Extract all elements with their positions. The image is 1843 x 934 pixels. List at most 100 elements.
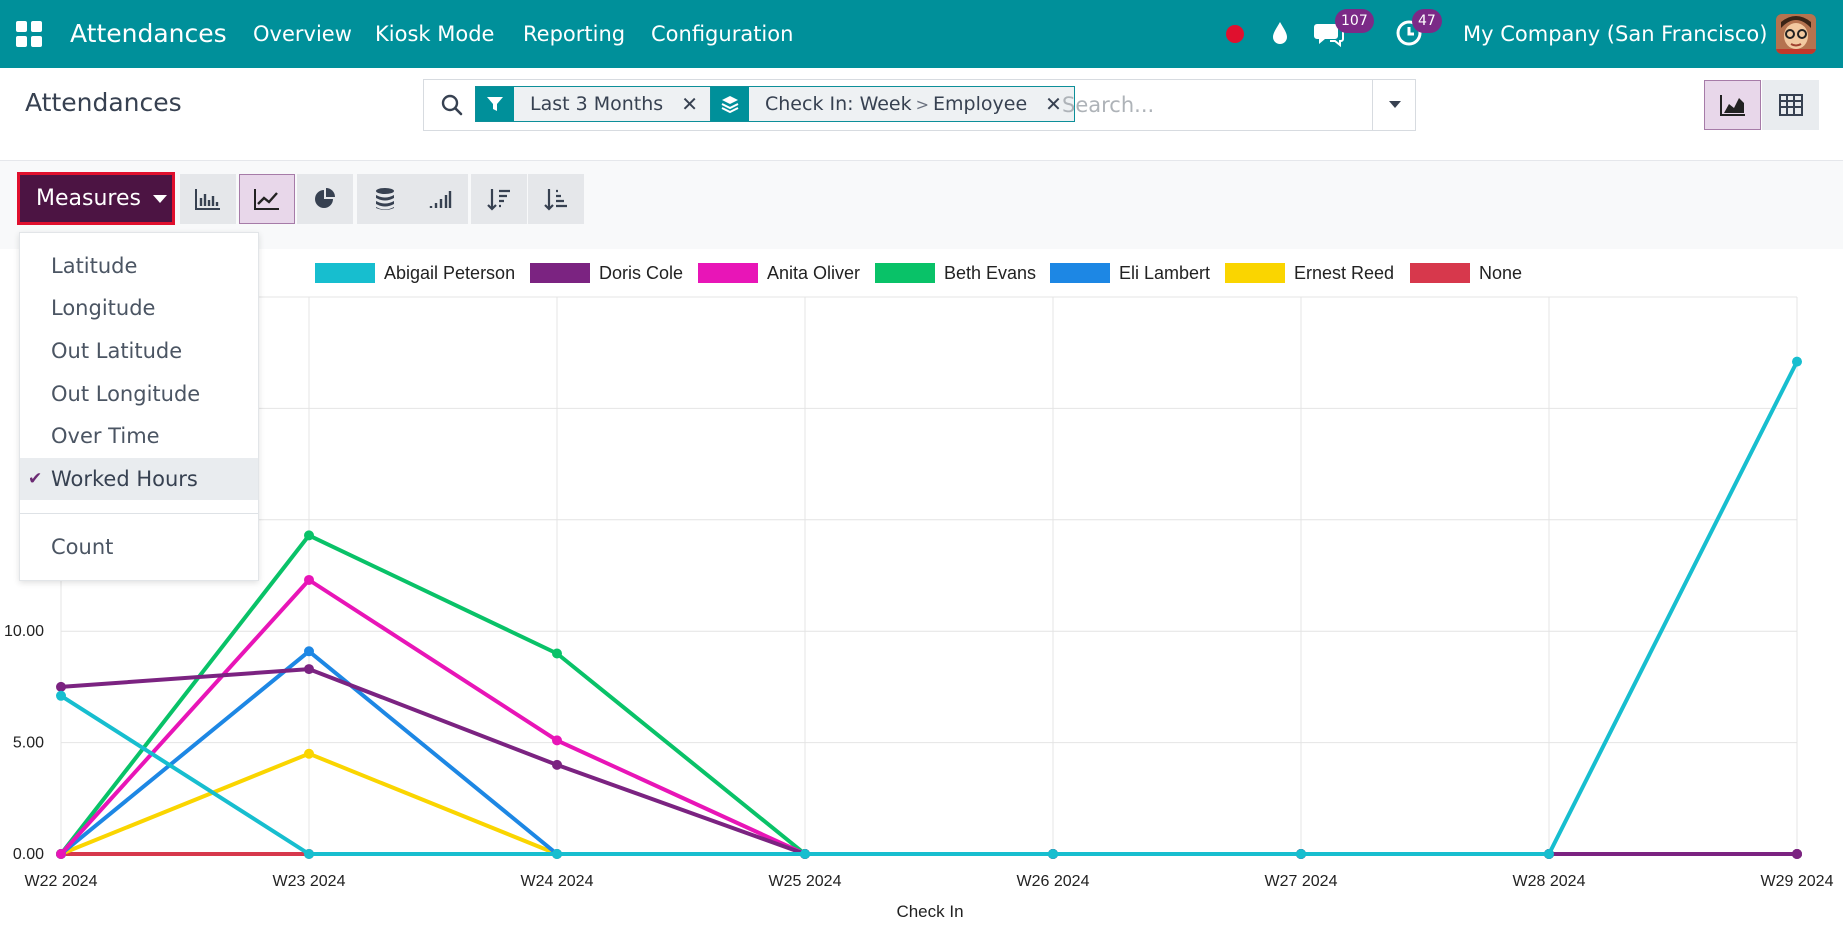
data-point	[304, 849, 314, 859]
activity-clock-icon[interactable]	[1394, 18, 1424, 52]
bar-chart-button[interactable]	[180, 174, 236, 224]
bar-chart-icon	[195, 189, 220, 210]
x-tick-label: W24 2024	[521, 873, 594, 890]
line-chart-icon	[254, 189, 279, 210]
groupby-second: Employee	[933, 93, 1028, 115]
page-title: Attendances	[25, 88, 182, 117]
dropdown-divider	[20, 513, 258, 514]
data-point	[1048, 849, 1058, 859]
measure-worked-hours-label: Worked Hours	[51, 467, 198, 491]
data-point	[800, 849, 810, 859]
chat-badge: 107	[1335, 9, 1374, 33]
measures-label: Measures	[36, 186, 141, 211]
caret-down-icon	[152, 194, 167, 203]
series-line	[59, 533, 1797, 856]
search-icon[interactable]	[440, 93, 464, 121]
x-tick-label: W26 2024	[1017, 873, 1090, 890]
top-navbar: Attendances Overview Kiosk Mode Reportin…	[0, 0, 1843, 68]
measure-out-longitude[interactable]: Out Longitude	[51, 382, 201, 406]
data-point	[304, 748, 314, 759]
data-point	[56, 681, 66, 692]
filter-icon	[476, 87, 514, 121]
data-point	[1792, 849, 1802, 859]
legend-swatch	[1050, 263, 1110, 283]
menu-configuration[interactable]: Configuration	[651, 22, 794, 46]
graph-view-button[interactable]	[1704, 80, 1761, 130]
series-line	[59, 360, 1799, 856]
stacked-button[interactable]	[357, 174, 413, 224]
app-menu-icon[interactable]	[16, 21, 42, 47]
search-options-toggle[interactable]	[1372, 80, 1416, 130]
legend-swatch	[875, 263, 935, 283]
data-point	[552, 735, 562, 746]
search-input[interactable]	[1060, 88, 1364, 122]
remove-filter-icon[interactable]: ✕	[673, 87, 710, 121]
y-tick-label: 10.00	[4, 623, 44, 640]
measure-count[interactable]: Count	[51, 535, 114, 559]
checkmark-icon: ✔	[28, 469, 43, 489]
x-tick-label: W28 2024	[1513, 873, 1586, 890]
y-tick-label: 5.00	[13, 735, 44, 752]
line-chart-button[interactable]	[239, 174, 295, 224]
measure-out-latitude[interactable]: Out Latitude	[51, 339, 183, 363]
database-stack-icon	[376, 188, 394, 210]
x-tick-label: W29 2024	[1761, 873, 1834, 890]
data-point	[56, 849, 66, 859]
record-icon[interactable]	[1226, 25, 1244, 43]
data-point	[552, 648, 562, 659]
x-tick-label: W27 2024	[1265, 873, 1338, 890]
x-axis-label: Check In	[896, 902, 963, 921]
data-point	[304, 646, 314, 657]
series-line	[60, 751, 1797, 856]
legend-label: Doris Cole	[599, 263, 683, 283]
data-point	[1296, 849, 1306, 859]
sort-asc-icon	[544, 189, 567, 211]
filter-facet[interactable]: Last 3 Months ✕	[475, 86, 711, 122]
cumulative-button[interactable]	[412, 174, 468, 224]
sort-descending-button[interactable]	[471, 174, 527, 224]
drop-icon[interactable]	[1270, 20, 1290, 50]
series-line	[60, 667, 1797, 856]
user-avatar[interactable]	[1776, 14, 1816, 54]
legend-label: Eli Lambert	[1119, 263, 1210, 283]
measures-dropdown: Latitude Longitude Out Latitude Out Long…	[19, 232, 259, 581]
sort-desc-icon	[487, 189, 510, 211]
measure-worked-hours[interactable]: ✔ Worked Hours	[20, 458, 258, 500]
legend-label: Ernest Reed	[1294, 263, 1394, 283]
x-tick-label: W23 2024	[273, 873, 346, 890]
menu-overview[interactable]: Overview	[253, 22, 352, 46]
pie-chart-button[interactable]	[297, 174, 353, 224]
measure-over-time[interactable]: Over Time	[51, 424, 160, 448]
search-bar[interactable]: Last 3 Months ✕ Check In: Week > Employe…	[423, 79, 1416, 131]
legend-swatch	[698, 263, 758, 283]
menu-kiosk-mode[interactable]: Kiosk Mode	[375, 22, 495, 46]
groupby-separator: >	[915, 94, 930, 114]
data-point	[304, 664, 314, 675]
groupby-facet[interactable]: Check In: Week > Employee ✕	[710, 86, 1075, 122]
sort-ascending-button[interactable]	[528, 174, 584, 224]
legend-swatch	[315, 263, 375, 283]
data-point	[1792, 356, 1802, 367]
measure-latitude[interactable]: Latitude	[51, 254, 138, 278]
groupby-layers-icon	[711, 87, 749, 121]
x-tick-label: W22 2024	[25, 873, 98, 890]
data-point	[304, 574, 314, 585]
company-switcher[interactable]: My Company (San Francisco)	[1463, 22, 1768, 46]
menu-reporting[interactable]: Reporting	[523, 22, 626, 46]
legend-label: Beth Evans	[944, 263, 1036, 283]
activity-badge: 47	[1412, 9, 1442, 33]
pie-chart-icon	[315, 188, 335, 208]
legend-swatch	[530, 263, 590, 283]
pivot-view-button[interactable]	[1762, 80, 1819, 130]
legend-swatch	[1225, 263, 1285, 283]
measure-longitude[interactable]: Longitude	[51, 296, 156, 320]
measures-button[interactable]: Measures	[17, 172, 175, 225]
graph-toolbar: Measures	[0, 161, 1843, 249]
app-brand[interactable]: Attendances	[70, 19, 227, 48]
data-point	[304, 530, 314, 541]
groupby-facet-label: Check In: Week > Employee	[749, 87, 1038, 121]
data-point	[552, 759, 562, 770]
series-line	[59, 649, 1797, 856]
